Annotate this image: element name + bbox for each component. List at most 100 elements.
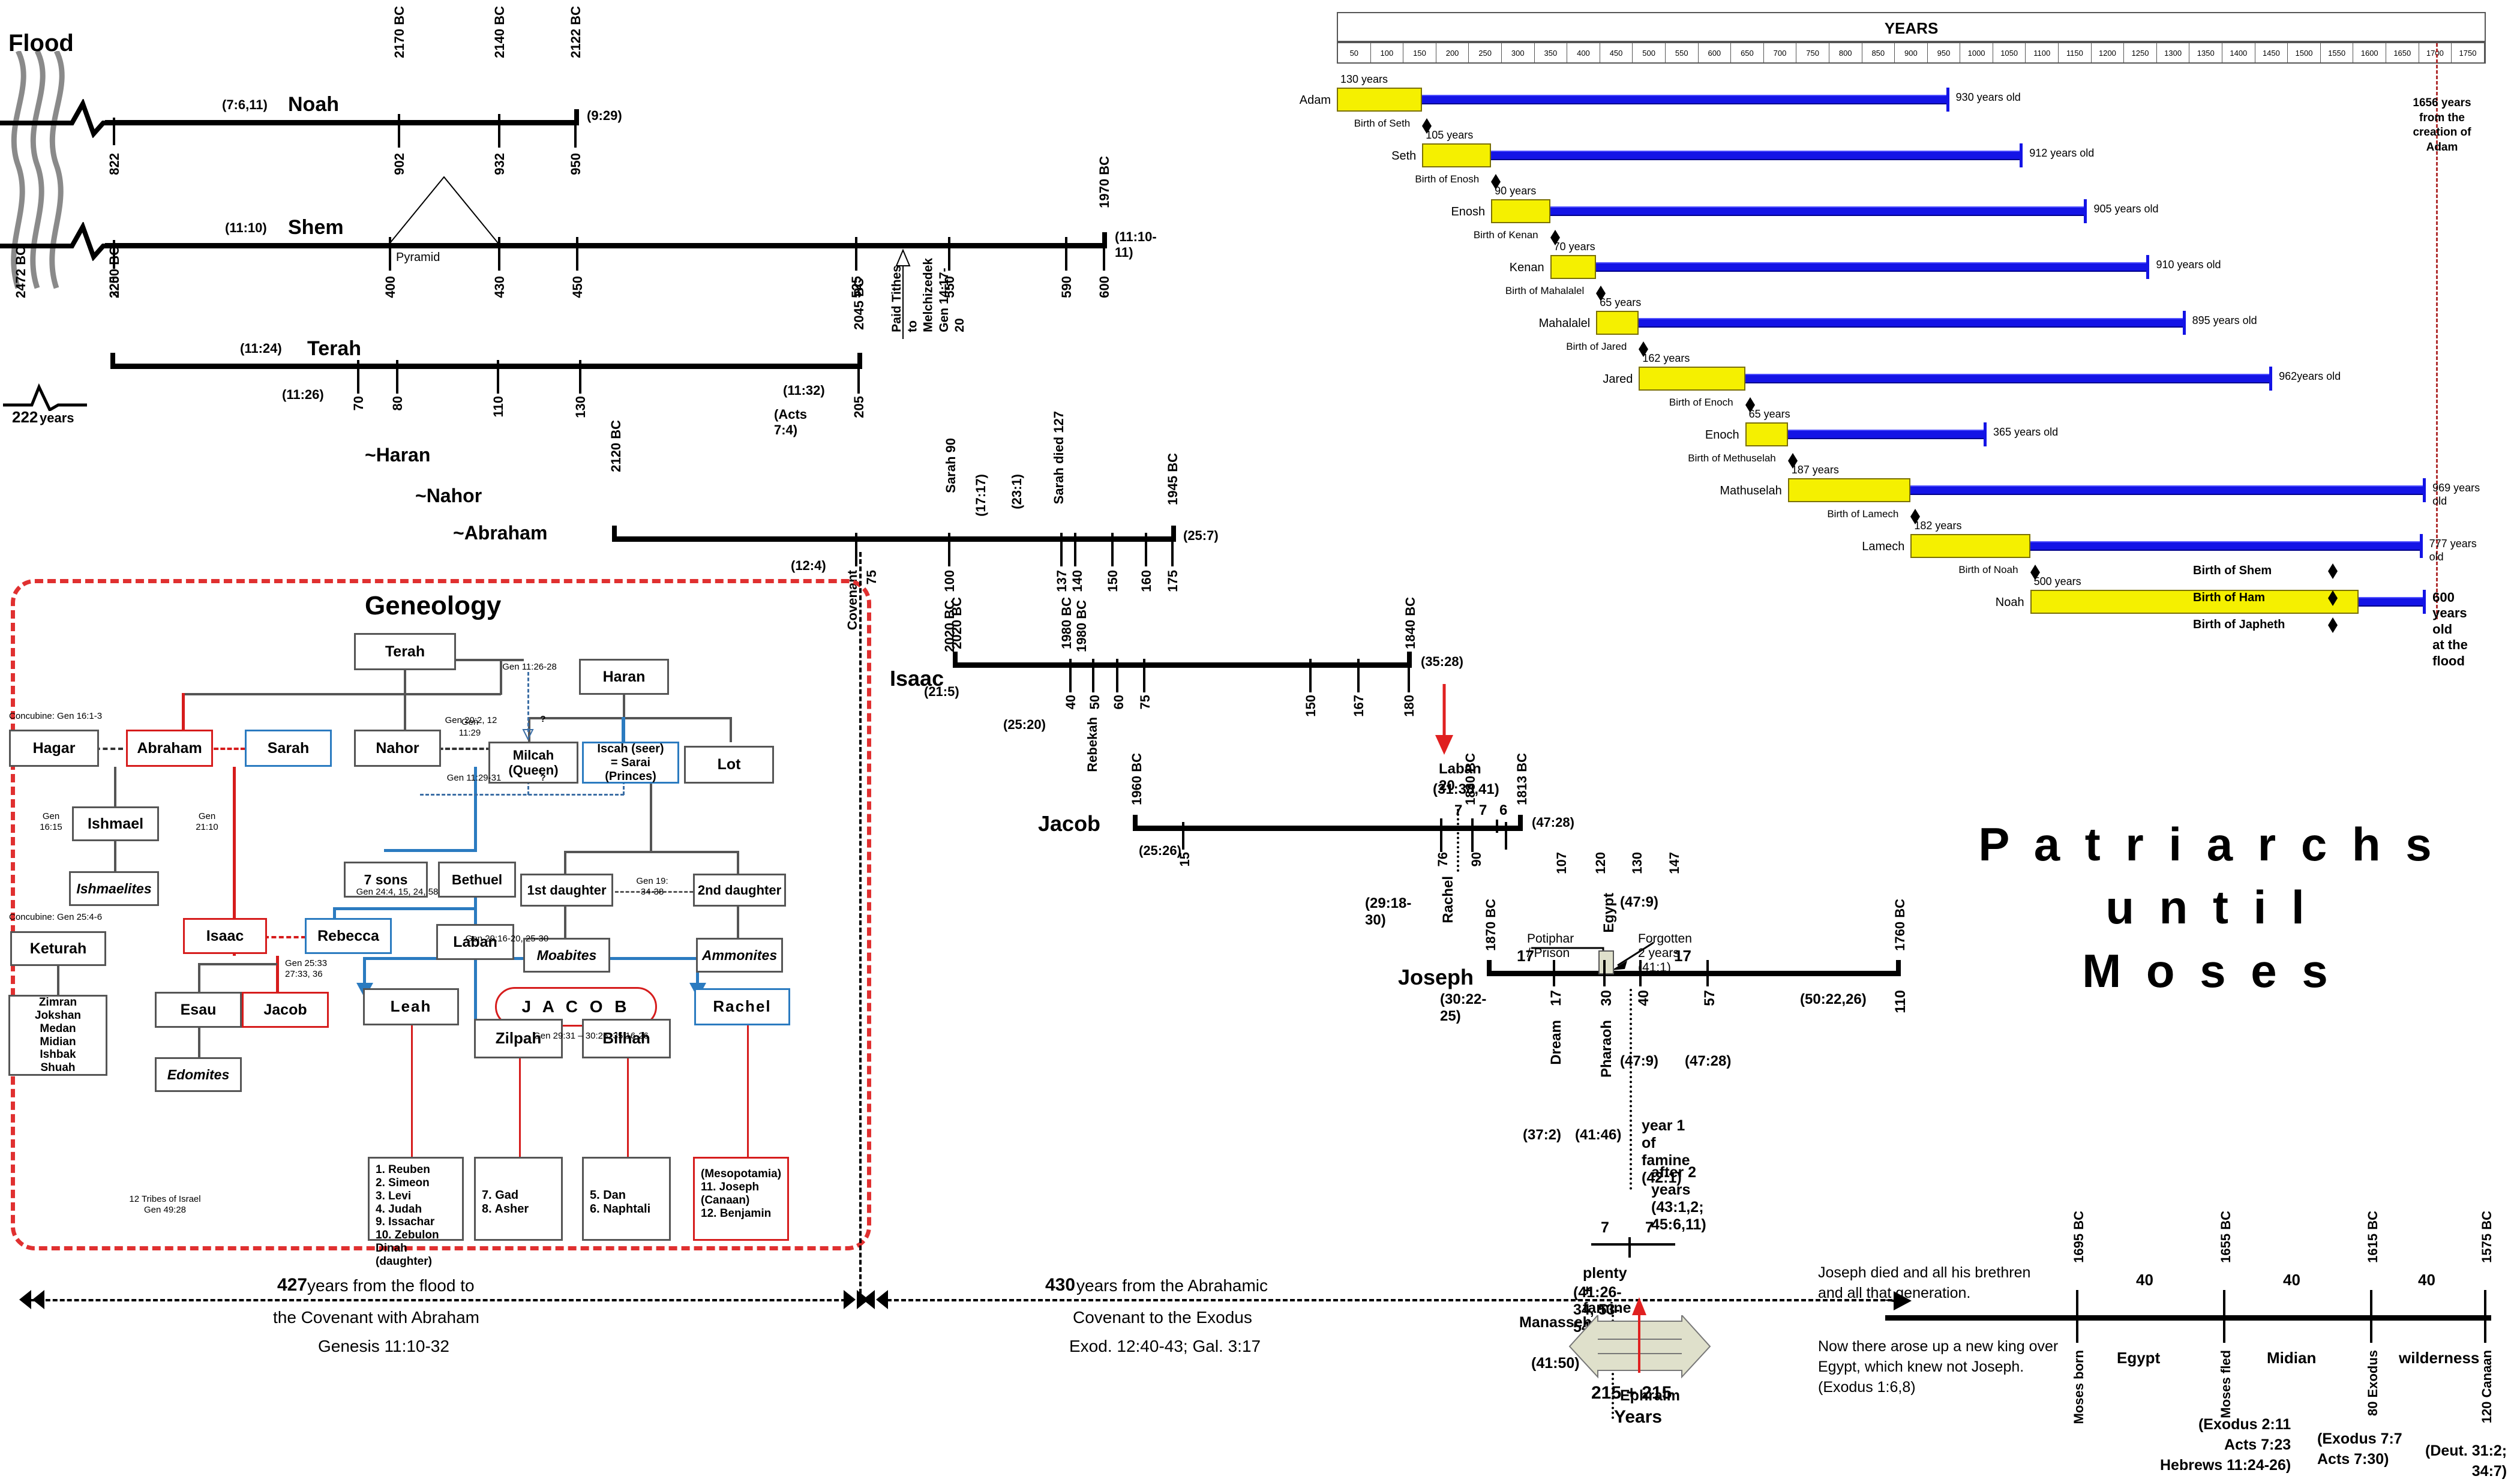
gnode-keturah[interactable]: Keturah — [10, 931, 106, 966]
gnode-moabites[interactable]: Moabites — [523, 938, 610, 973]
chart-row-label-noah: Noah — [1995, 596, 2024, 609]
terah-tick-label-1: 80 — [390, 396, 405, 411]
chart-fatherage-label-adam: 130 years — [1340, 73, 1388, 85]
gnode-rachel-sons[interactable]: (Mesopotamia) 11. Joseph (Canaan) 12. Be… — [693, 1157, 789, 1241]
connector-rachel-sons — [747, 1020, 749, 1157]
timeline-shem-end-ref: (11:10-11) — [1115, 229, 1157, 260]
gnode-terah[interactable]: Terah — [354, 633, 456, 670]
shem-axis — [105, 243, 1107, 248]
abraham-tick-label-4: 150 — [1105, 570, 1120, 592]
noah-axis — [105, 120, 579, 125]
shem-tick-3 — [576, 237, 578, 271]
badge-value: 215 + 215 — [1591, 1383, 1672, 1403]
summary-left-line2: the Covenant with Abraham — [273, 1308, 479, 1327]
gnode-seven-sons[interactable]: 7 sons — [344, 862, 428, 898]
terah-birth-ref: (11:26) — [282, 387, 324, 402]
moses-span-0: 40 — [2136, 1271, 2153, 1289]
gnode-lot[interactable]: Lot — [684, 746, 774, 784]
terah-axis-startcap — [110, 353, 115, 369]
gnode-jacob-box[interactable]: Jacob — [242, 992, 329, 1028]
gnode-laban[interactable]: Laban — [436, 924, 514, 960]
gnode-haran[interactable]: Haran — [579, 659, 669, 695]
years-scale-tick-1700: 1700 — [2419, 43, 2452, 62]
joseph-end-ref: (50:22,26) — [1800, 991, 1867, 1007]
isaac-start-ref: (21:5) — [924, 684, 959, 699]
gnode-isaac[interactable]: Isaac — [183, 918, 267, 954]
shem-tick-label-3: 450 — [570, 276, 585, 298]
gnode-keturah-sons[interactable]: Zimran Jokshan Medan Midian Ishbak Shuah — [8, 995, 107, 1076]
abraham-bc-label-6: 1945 BC — [1165, 453, 1180, 505]
forgotten-hatch-block — [1598, 950, 1614, 974]
moses-ref-3: (Deut. 31:2; 34:7) — [2425, 1442, 2507, 1480]
timeline-noah-name: Noah — [288, 93, 339, 116]
gnode-nahor[interactable]: Nahor — [354, 730, 441, 767]
jacob-seg-1: 7 — [1479, 802, 1487, 818]
gnode-milcah[interactable]: Milcah (Queen) — [488, 742, 578, 784]
shem-tick-5 — [948, 237, 950, 271]
gnode-abraham[interactable]: Abraham — [126, 730, 213, 767]
gnode-iscah[interactable]: Iscah (seer) = Sarai (Princes) — [582, 742, 679, 784]
chart-fatherage-bar-lamech — [1910, 534, 2030, 558]
noah-bc-label-2: 2140 BC — [492, 6, 507, 58]
gnode-leah-sons[interactable]: 1. Reuben 2. Simeon 3. Levi 4. Judah 9. … — [368, 1157, 464, 1268]
gnode-rebecca[interactable]: Rebecca — [305, 918, 392, 954]
years-scale-tick-1150: 1150 — [2059, 43, 2092, 62]
gnode-ishmaelites[interactable]: Ishmaelites — [69, 871, 159, 906]
isaac-tick-6 — [1408, 659, 1410, 692]
gnode-bilhah[interactable]: Bilhah — [582, 1019, 671, 1058]
genealogy-title: Geneology — [365, 591, 502, 620]
gnode-zilpah-sons[interactable]: 7. Gad 8. Asher — [474, 1157, 563, 1241]
gnode-rachel[interactable]: Rachel — [694, 988, 790, 1025]
gnode-bethuel[interactable]: Bethuel — [438, 862, 516, 898]
gnode-ishmael[interactable]: Ishmael — [72, 806, 159, 841]
isaac-tick-label-1: 50 — [1087, 695, 1102, 710]
moses-span-1: 40 — [2283, 1271, 2300, 1289]
summary-left-dashed-line — [24, 1299, 853, 1301]
chart-total-label-adam: 930 years old — [1955, 91, 2021, 103]
abraham-note-sarah90: Sarah 90 — [943, 438, 958, 493]
chart-lifespan-endcap-mahalalel — [2182, 311, 2186, 335]
chart-fatherage-label-seth: 105 years — [1426, 129, 1474, 141]
shem-tick-6 — [1065, 237, 1067, 271]
gnode-leah[interactable]: Leah — [363, 988, 459, 1025]
gnode-hagar[interactable]: Hagar — [9, 730, 99, 767]
years-scale-tick-700: 700 — [1764, 43, 1797, 62]
marriage-hagar-abraham — [80, 748, 123, 750]
abraham-tick-label-6: 175 — [1165, 570, 1180, 592]
gnode-bilhah-sons[interactable]: 5. Dan 6. Naphtali — [582, 1157, 671, 1241]
years-scale-tick-650: 650 — [1731, 43, 1764, 62]
moses-tick-2 — [2370, 1290, 2372, 1343]
abraham-start-bc: 2120 BC — [608, 420, 623, 472]
years-scale-tick-350: 350 — [1535, 43, 1568, 62]
gnode-daughter-2[interactable]: 2nd daughter — [693, 874, 786, 907]
gnode-sarah[interactable]: Sarah — [245, 730, 332, 767]
connector-lot-down — [650, 780, 652, 852]
summary-right-line2: Covenant to the Exodus — [1073, 1308, 1252, 1327]
moses-period-1: Midian — [2267, 1349, 2317, 1367]
shem-tick-4 — [855, 237, 857, 271]
adam-genealogy-chart: Adam 130 years 930 years old Birth of Seth S… — [1300, 72, 2486, 668]
years-scale-tick-200: 200 — [1436, 43, 1469, 62]
abraham-note-1717: (17:17) — [973, 474, 988, 517]
gnode-daughter-1[interactable]: 1st daughter — [520, 874, 613, 907]
terah-tick-label-3: 130 — [573, 396, 588, 418]
connector-nahor-bethuel — [474, 767, 477, 851]
gnode-ammonites[interactable]: Ammonites — [696, 938, 783, 973]
moses-period-0: Egypt — [2117, 1349, 2161, 1367]
forgotten-label: Forgotten 2 years (41:1) — [1638, 932, 1692, 974]
connector-zilpah-sons — [519, 1019, 521, 1157]
joseph-tick-3 — [1706, 960, 1709, 986]
chart-total-label-enoch: 365 years old — [1993, 426, 2059, 438]
jacob-axis-startcap — [1133, 815, 1138, 831]
connector-terah-bus — [183, 693, 501, 695]
jacob-tick-label-4: 120 — [1593, 852, 1608, 874]
shem-tick-label-6: 590 — [1059, 276, 1074, 298]
sarah-q-dash-top — [527, 672, 529, 732]
years-scale-tick-1000: 1000 — [1960, 43, 1993, 62]
chart-fatherage-label-enosh: 90 years — [1495, 185, 1537, 197]
chart-fatherage-bar-enosh — [1491, 199, 1550, 223]
gnode-edomites[interactable]: Edomites — [155, 1057, 242, 1092]
abraham-bc-label-1: 1980 BC — [1074, 600, 1089, 652]
gnode-zilpah[interactable]: Zilpah — [474, 1019, 563, 1058]
gnode-esau[interactable]: Esau — [155, 992, 242, 1028]
